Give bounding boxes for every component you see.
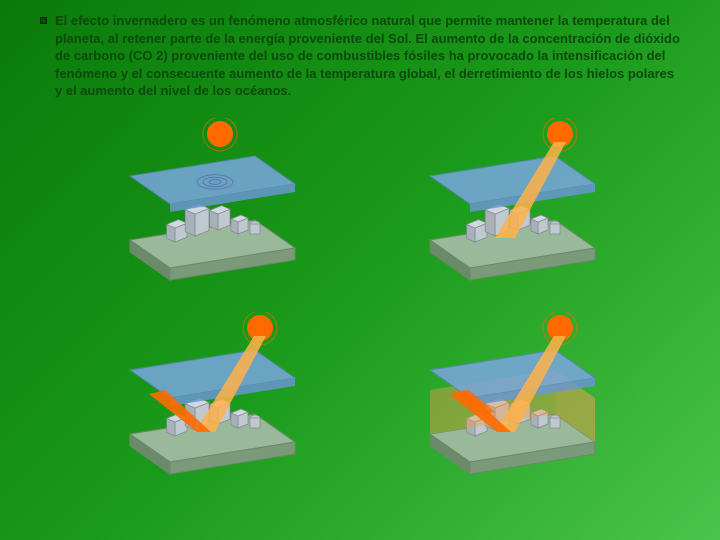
paragraph-text: El efecto invernadero es un fenómeno atm… xyxy=(55,12,680,100)
diagram-panel-4 xyxy=(400,312,620,482)
bullet-marker-icon xyxy=(40,17,47,24)
bullet-item: El efecto invernadero es un fenómeno atm… xyxy=(40,12,680,118)
diagram-panel-1 xyxy=(100,118,320,288)
diagram-grid xyxy=(40,118,680,482)
diagram-panel-3 xyxy=(100,312,320,482)
diagram-panel-2 xyxy=(400,118,620,288)
